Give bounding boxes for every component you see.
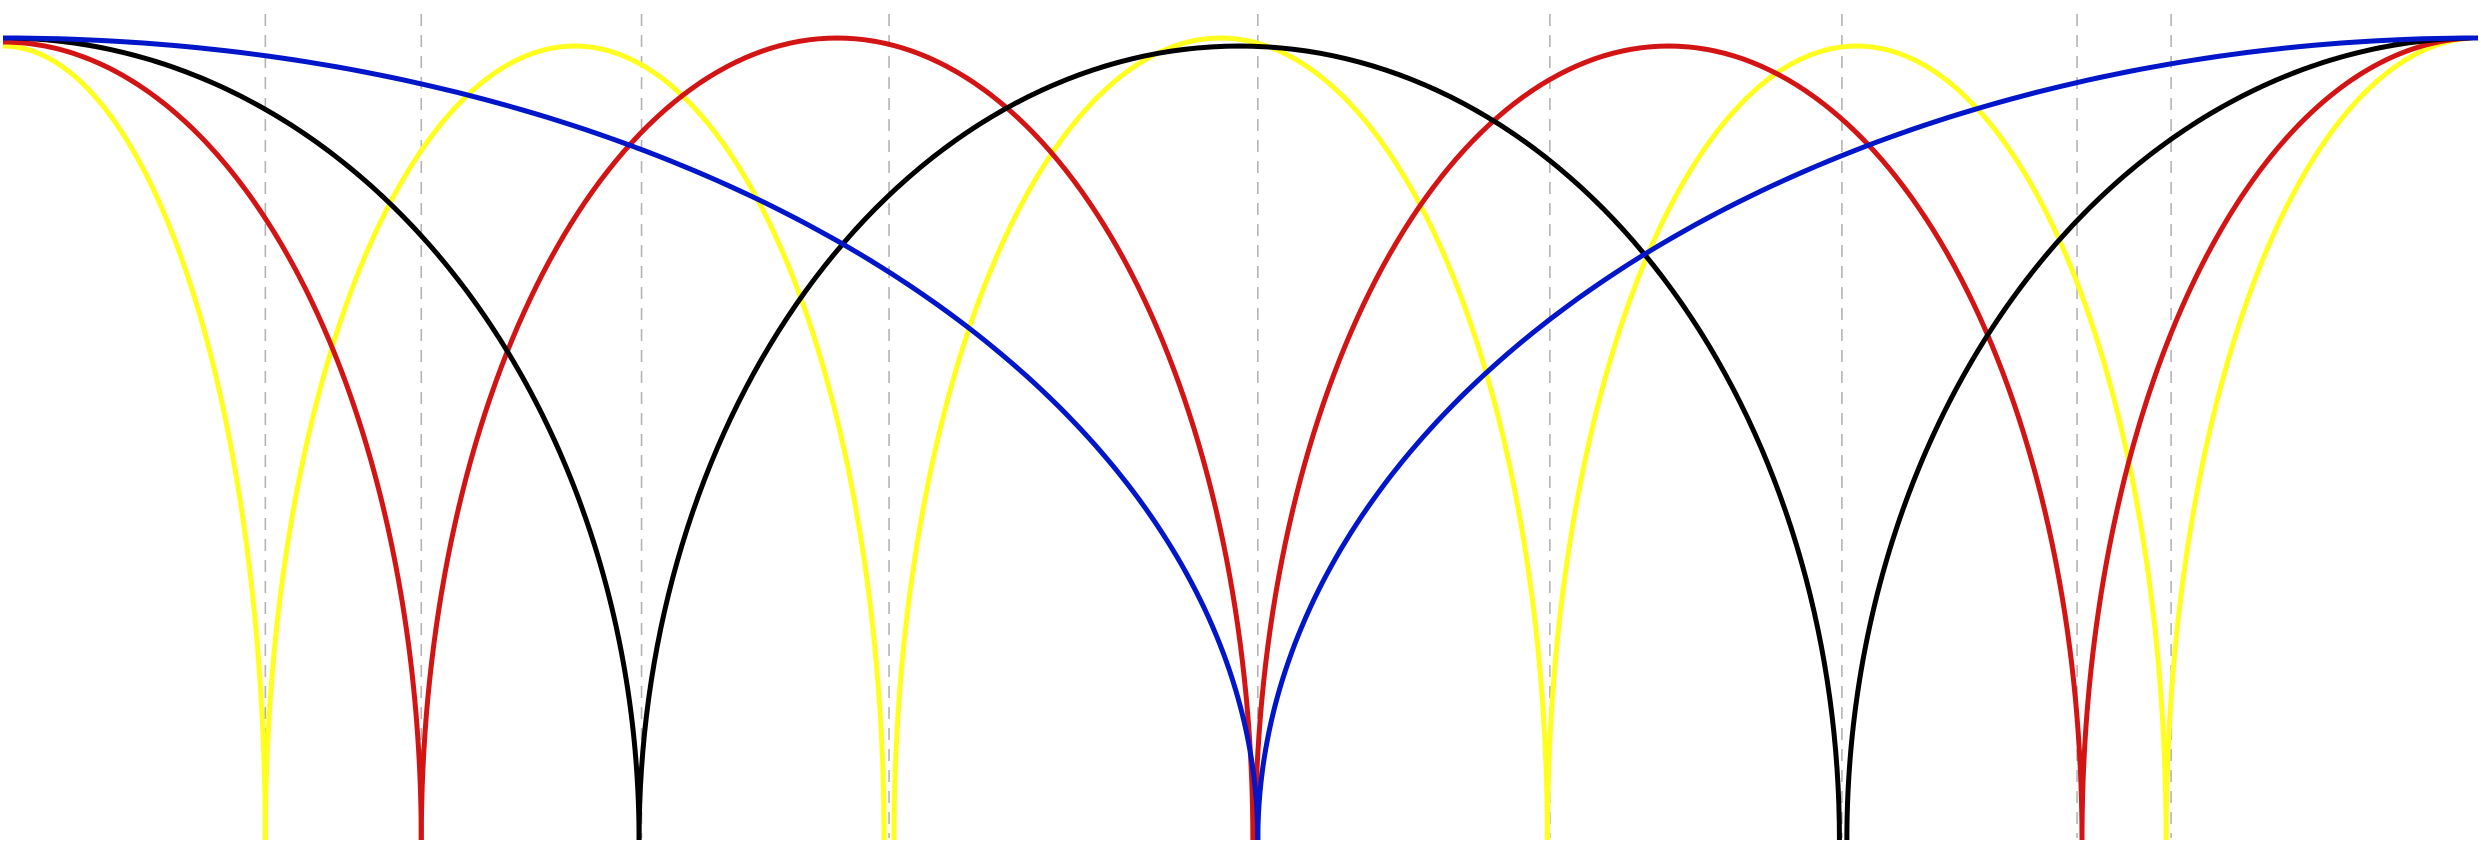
yellow-arch-curve [2, 43, 268, 841]
yellow-arch-curve [891, 35, 1550, 841]
red-arch-curve [2, 39, 424, 841]
yellow-arch-curve [262, 43, 887, 841]
yellow-arch-curve [1544, 43, 2169, 841]
red-arch-curve [418, 35, 1256, 841]
yellow-arch-curve [2163, 35, 2479, 841]
red-arch-curve [1252, 43, 2085, 841]
red-arch-curve [2079, 35, 2479, 841]
curves-group [2, 35, 2479, 841]
black-arch-curve [636, 43, 1842, 841]
black-arch-curve [1844, 35, 2479, 841]
blue-arch-curve [2, 35, 1261, 841]
blue-arch-curve [1255, 35, 2479, 841]
black-arch-curve [2, 35, 642, 841]
